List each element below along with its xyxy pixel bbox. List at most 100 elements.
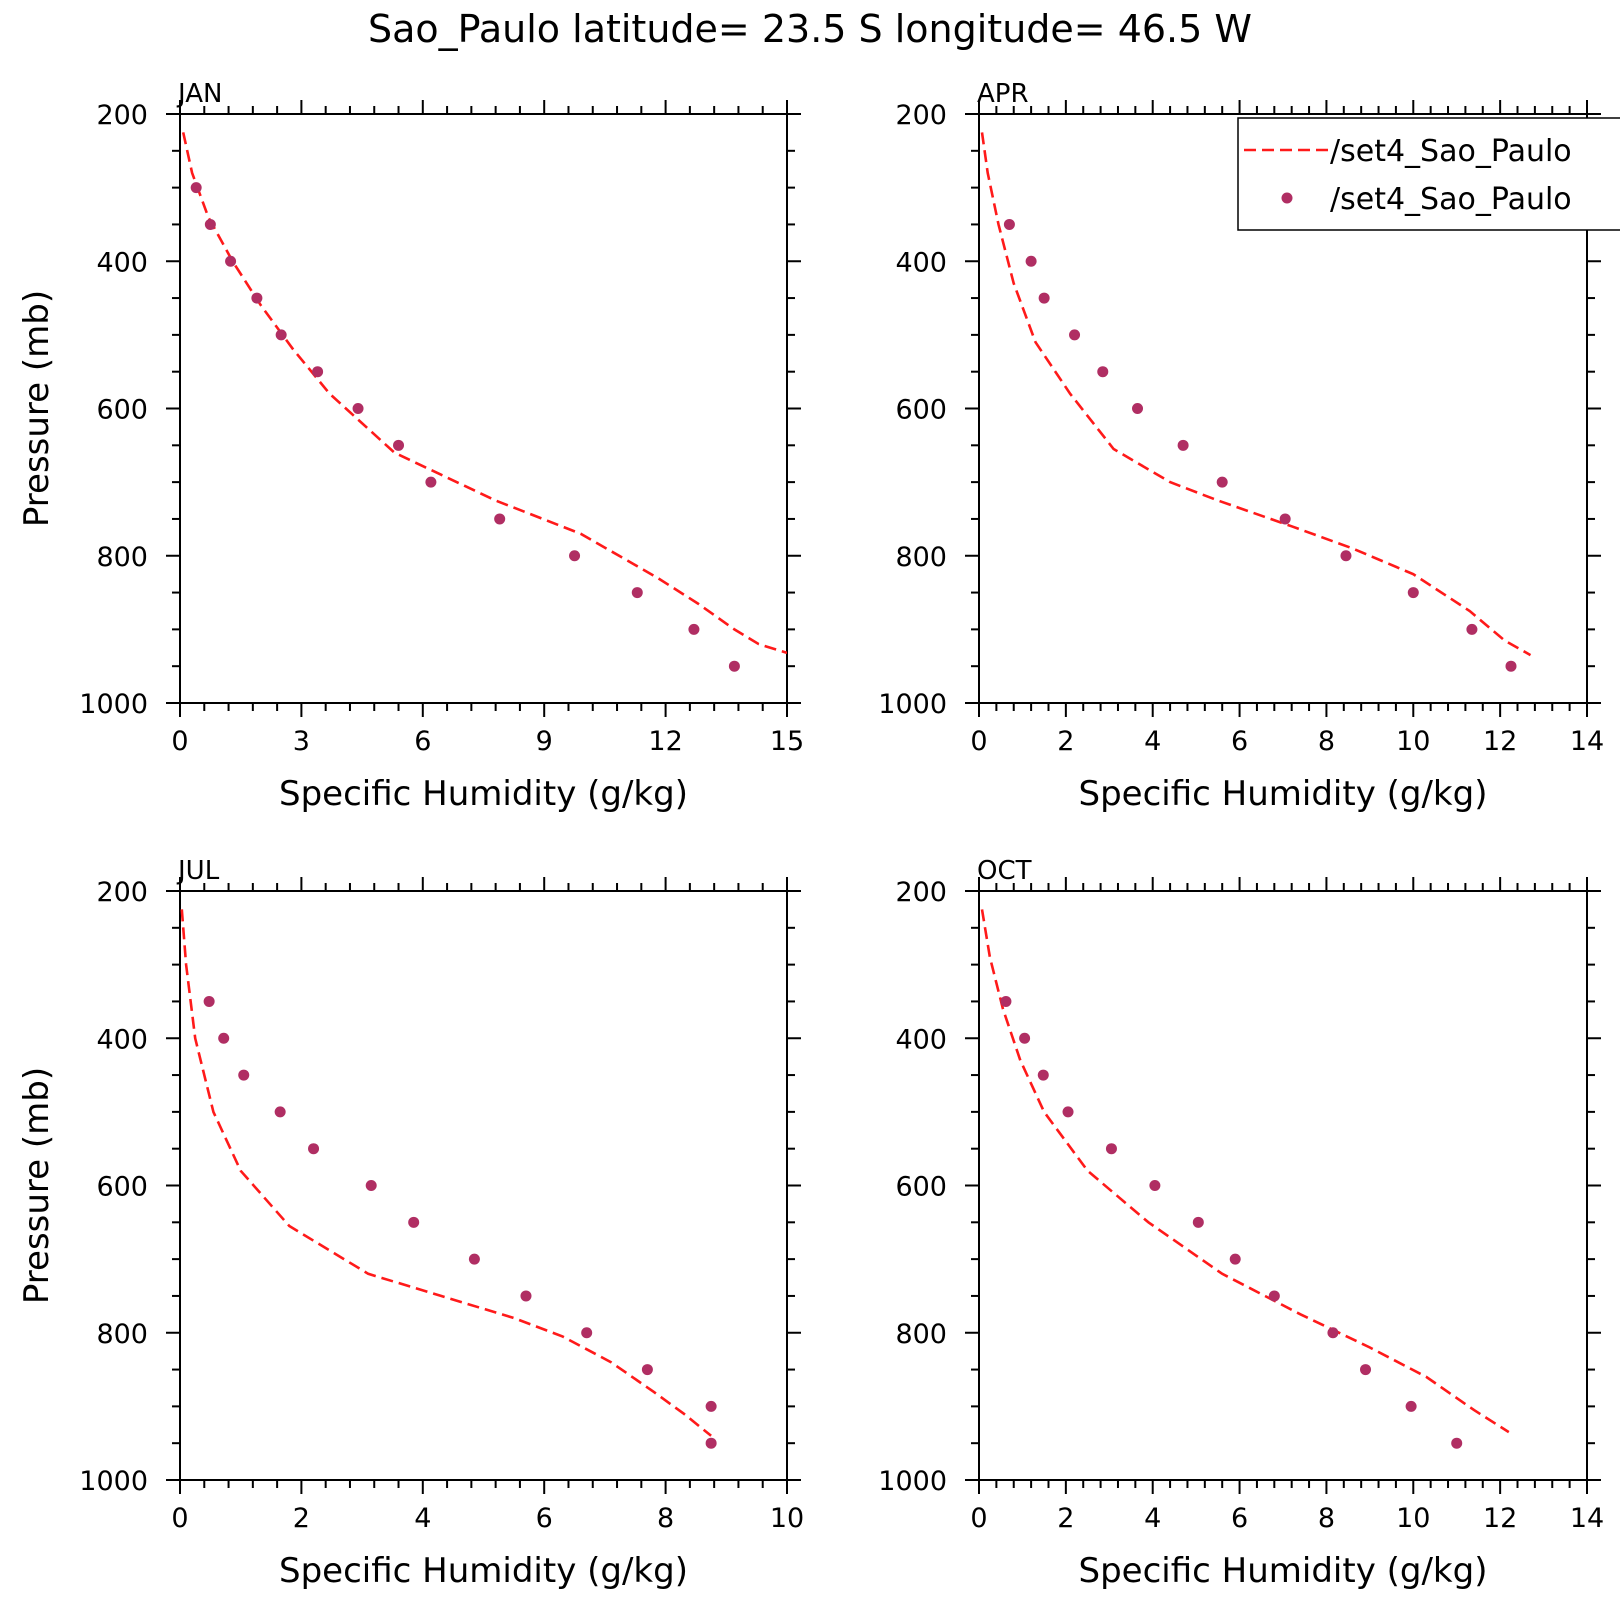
data-point bbox=[1216, 476, 1228, 488]
y-tick-label: 600 bbox=[96, 1172, 148, 1203]
data-point bbox=[1407, 587, 1419, 599]
data-point bbox=[1069, 329, 1081, 341]
data-point bbox=[1019, 1032, 1031, 1044]
series-line bbox=[181, 132, 787, 655]
data-point bbox=[1279, 513, 1291, 525]
data-point bbox=[204, 218, 216, 230]
panel-label: JUL bbox=[176, 856, 220, 886]
x-axis-label: Specific Humidity (g/kg) bbox=[279, 774, 688, 814]
panel-label: JAN bbox=[176, 79, 222, 109]
y-tick-label: 400 bbox=[895, 1024, 947, 1055]
data-point bbox=[1132, 403, 1144, 414]
data-point bbox=[1000, 995, 1012, 1007]
data-point bbox=[468, 1253, 480, 1265]
data-point bbox=[274, 1106, 286, 1118]
data-point bbox=[641, 1364, 653, 1376]
panel-jan: JAN 0 3 6 9 12 15 200 400 600 800 1000 Specific Humi… bbox=[17, 79, 804, 814]
data-point bbox=[494, 513, 506, 525]
legend-entry-label: /set4_Sao_Paulo bbox=[1330, 134, 1572, 169]
x-tick-label: 14 bbox=[1570, 1503, 1604, 1534]
plot-area bbox=[181, 132, 787, 672]
x-tick-label: 6 bbox=[1231, 1503, 1248, 1534]
x-tick-label: 15 bbox=[770, 726, 804, 757]
y-tick-label: 200 bbox=[96, 100, 148, 131]
x-tick-label: 9 bbox=[536, 726, 553, 757]
data-point bbox=[365, 1180, 377, 1191]
data-point bbox=[251, 292, 263, 304]
data-point bbox=[1405, 1400, 1417, 1412]
y-tick-label: 800 bbox=[96, 542, 148, 573]
data-point bbox=[705, 1437, 717, 1449]
y-tick-label: 400 bbox=[96, 247, 148, 278]
data-point bbox=[352, 403, 364, 414]
legend-frame bbox=[1237, 117, 1620, 231]
y-tick-label: 600 bbox=[96, 395, 148, 426]
panel-apr: APR 0 2 4 6 8 10 12 14 200 400 600 800 1000 Specific H… bbox=[878, 79, 1604, 814]
data-point bbox=[1229, 1253, 1241, 1265]
data-point bbox=[1340, 550, 1352, 562]
y-axis-label: Pressure (mb) bbox=[17, 1067, 57, 1304]
data-point bbox=[581, 1327, 593, 1339]
plot-area bbox=[980, 132, 1532, 672]
data-point bbox=[1038, 292, 1050, 304]
x-tick-label: 8 bbox=[657, 1503, 674, 1534]
data-point bbox=[520, 1290, 532, 1302]
x-tick-label: 6 bbox=[414, 726, 431, 757]
data-point bbox=[1003, 218, 1015, 230]
data-point bbox=[1327, 1327, 1339, 1339]
y-tick-label: 400 bbox=[96, 1024, 148, 1055]
x-tick-label: 0 bbox=[171, 726, 188, 757]
data-point bbox=[393, 439, 405, 451]
panel-oct: OCT 0 2 4 6 8 10 12 14 200 400 600 800 1000 Specific H… bbox=[878, 856, 1604, 1591]
x-tick-label: 12 bbox=[1483, 726, 1517, 757]
data-point bbox=[1062, 1106, 1074, 1118]
data-point bbox=[225, 255, 237, 267]
data-point bbox=[275, 329, 287, 341]
data-point bbox=[1360, 1364, 1372, 1376]
x-tick-label: 6 bbox=[1231, 726, 1248, 757]
x-tick-label: 2 bbox=[1057, 1503, 1074, 1534]
x-tick-label: 12 bbox=[648, 726, 682, 757]
data-point bbox=[190, 182, 202, 194]
x-tick-label: 3 bbox=[293, 726, 310, 757]
data-point bbox=[1177, 439, 1189, 451]
y-axis-label: Pressure (mb) bbox=[17, 290, 57, 527]
data-point bbox=[1025, 255, 1037, 267]
legend-box: /set4_Sao_Paulo/set4_Sao_Paulo bbox=[1237, 117, 1620, 231]
x-tick-label: 0 bbox=[171, 1503, 188, 1534]
y-tick-label: 400 bbox=[895, 247, 947, 278]
x-tick-label: 14 bbox=[1570, 726, 1604, 757]
y-tick-label: 800 bbox=[895, 542, 947, 573]
x-axis-label: Specific Humidity (g/kg) bbox=[1079, 1551, 1488, 1591]
data-point bbox=[308, 1143, 320, 1155]
data-point bbox=[425, 476, 437, 488]
data-point bbox=[688, 623, 700, 635]
x-tick-label: 4 bbox=[414, 1503, 431, 1534]
y-tick-label: 800 bbox=[895, 1319, 947, 1350]
x-tick-label: 2 bbox=[293, 1503, 310, 1534]
data-point bbox=[1505, 660, 1517, 672]
data-point bbox=[312, 366, 324, 378]
data-point bbox=[238, 1069, 250, 1081]
data-point bbox=[1192, 1216, 1204, 1228]
plot-area bbox=[180, 909, 717, 1449]
x-tick-label: 4 bbox=[1144, 726, 1161, 757]
plot-area bbox=[980, 909, 1510, 1449]
x-tick-label: 12 bbox=[1483, 1503, 1517, 1534]
y-tick-label: 200 bbox=[96, 877, 148, 908]
x-tick-label: 10 bbox=[1396, 1503, 1430, 1534]
data-point bbox=[408, 1216, 420, 1228]
x-tick-label: 0 bbox=[970, 1503, 987, 1534]
x-tick-label: 4 bbox=[1144, 1503, 1161, 1534]
plot-frame bbox=[978, 890, 1588, 1481]
x-axis-label: Specific Humidity (g/kg) bbox=[1079, 774, 1488, 814]
series-line bbox=[980, 132, 1532, 657]
x-tick-label: 6 bbox=[536, 1503, 553, 1534]
plot-frame bbox=[179, 890, 788, 1481]
x-tick-label: 8 bbox=[1318, 1503, 1335, 1534]
series-line bbox=[980, 909, 1510, 1434]
data-point bbox=[1037, 1069, 1049, 1081]
y-tick-label: 200 bbox=[895, 100, 947, 131]
data-point bbox=[1105, 1143, 1117, 1155]
